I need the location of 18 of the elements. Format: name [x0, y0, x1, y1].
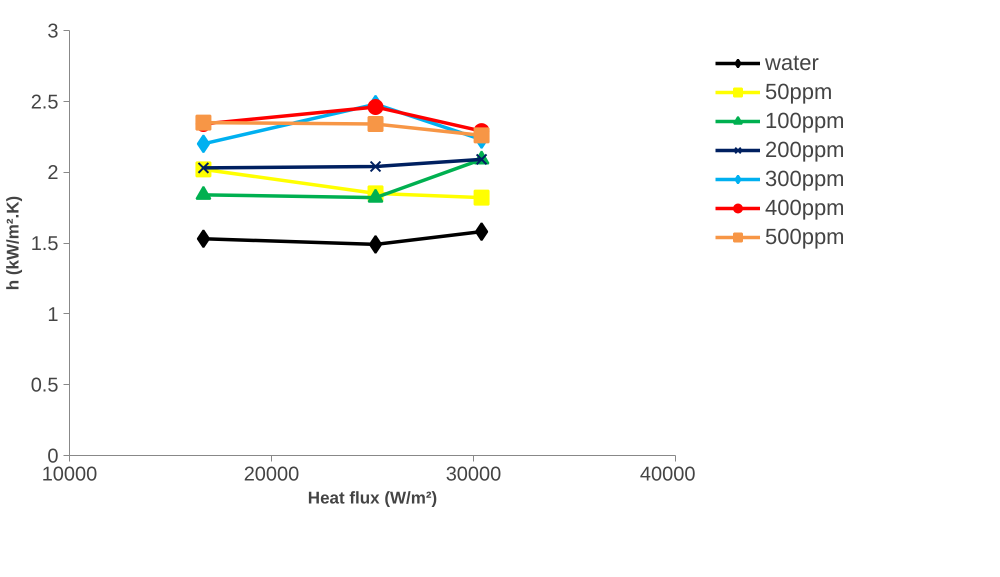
y-axis-title: h (kW/m².K) [4, 196, 23, 290]
legend-label: 50ppm [765, 79, 832, 105]
y-tick-label: 2 [47, 162, 58, 184]
legend-label: 300ppm [765, 166, 845, 192]
x-tick-label: 40000 [640, 464, 696, 486]
legend-label: 400ppm [765, 195, 845, 221]
y-tick-label: 0.5 [30, 374, 59, 397]
legend-label: 100ppm [765, 108, 845, 134]
legend-label: 200ppm [765, 137, 845, 163]
legend-label: 500ppm [765, 224, 845, 250]
y-tick-label: 1 [47, 304, 58, 326]
x-axis-title: Heat flux (W/m²) [308, 488, 438, 508]
y-tick-label: 1.5 [30, 233, 59, 255]
y-tick-label: 3 [47, 20, 58, 42]
legend-label: water [765, 50, 819, 76]
x-tick-label: 30000 [446, 464, 502, 486]
y-tick-label: 2.5 [30, 91, 59, 114]
x-tick-label: 20000 [244, 464, 300, 486]
